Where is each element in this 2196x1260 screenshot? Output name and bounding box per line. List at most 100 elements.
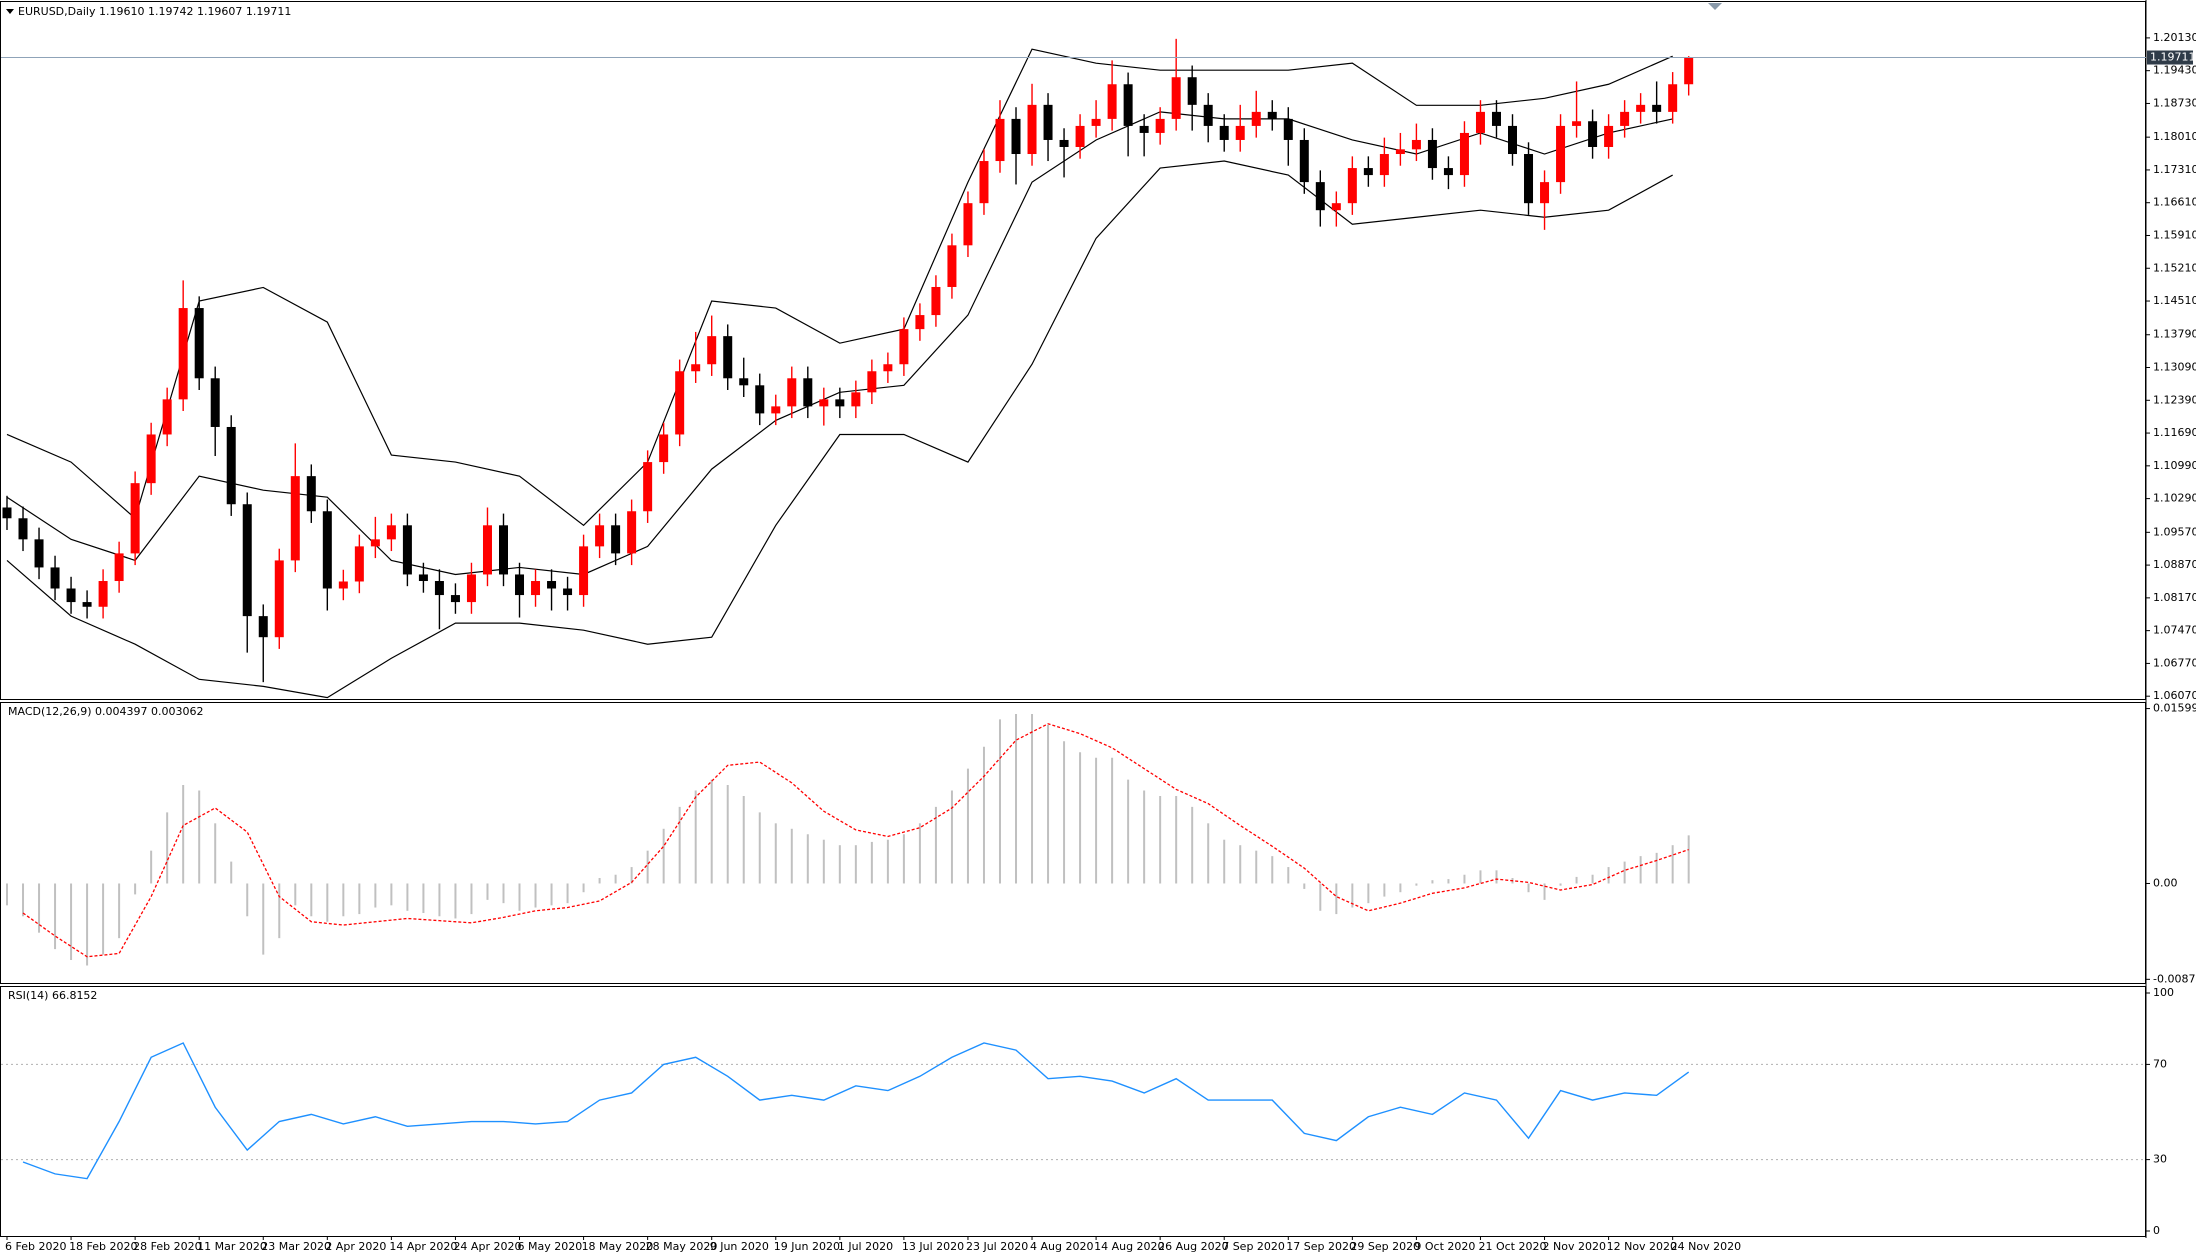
y-tick-label: 1.20130 <box>2153 31 2196 44</box>
x-tick-label: 24 Apr 2020 <box>453 1240 521 1253</box>
candle-body <box>1235 125 1245 140</box>
x-tick-label: 23 Mar 2020 <box>261 1240 331 1253</box>
candle-body <box>1123 84 1133 126</box>
candle-body <box>947 245 957 287</box>
x-tick-label: 2 Apr 2020 <box>325 1240 386 1253</box>
candle-body <box>1524 154 1534 204</box>
rsi-line <box>22 1042 1690 1180</box>
candle-body <box>579 546 589 596</box>
candle-body <box>1027 104 1037 155</box>
candle-body <box>915 315 925 330</box>
x-tick-label: 29 Sep 2020 <box>1350 1240 1420 1253</box>
chart-title: EURUSD,Daily 1.19610 1.19742 1.19607 1.1… <box>18 5 291 18</box>
candle-body <box>1331 203 1341 211</box>
rsi-title: RSI(14) 66.8152 <box>8 989 97 1002</box>
candle-body <box>98 581 108 607</box>
y-tick-label: 100 <box>2153 986 2174 999</box>
candle-body <box>755 385 765 414</box>
candle-body <box>1572 121 1582 126</box>
y-tick-label: 1.19430 <box>2153 64 2196 77</box>
y-tick-label: 1.12390 <box>2153 393 2196 406</box>
x-tick-label: 9 Oct 2020 <box>1414 1240 1475 1253</box>
x-tick-label: 4 Aug 2020 <box>1030 1240 1093 1253</box>
candle-body <box>130 483 140 554</box>
candle-body <box>34 539 44 568</box>
candle-body <box>771 406 781 414</box>
y-tick-label: 70 <box>2153 1057 2167 1070</box>
candle-body <box>963 203 973 246</box>
y-tick-label: 0 <box>2153 1224 2160 1237</box>
candle-body <box>1508 125 1518 155</box>
candle-body <box>146 434 156 484</box>
candle-body <box>434 581 444 596</box>
candle-body <box>1347 168 1357 204</box>
candle-body <box>258 616 268 638</box>
last-price-label: 1.19711 <box>2150 51 2196 64</box>
x-tick-label: 12 Nov 2020 <box>1607 1240 1677 1253</box>
candle-body <box>210 378 220 427</box>
candle-body <box>1588 121 1598 147</box>
y-tick-label: 1.10290 <box>2153 492 2196 505</box>
candle-body <box>1299 139 1309 183</box>
candle-body <box>306 476 316 512</box>
y-tick-label: 1.18010 <box>2153 130 2196 143</box>
candle-body <box>18 518 28 540</box>
candle-body <box>1171 77 1181 119</box>
candle-body <box>675 371 685 435</box>
candle-body <box>1668 84 1678 112</box>
candle-body <box>515 574 525 596</box>
candle-body <box>50 567 60 589</box>
candle-body <box>1059 139 1069 147</box>
candle-body <box>739 378 749 386</box>
candle-body <box>290 476 300 561</box>
candle-body <box>1315 182 1325 211</box>
candle-body <box>1155 118 1165 133</box>
candle-body <box>1395 149 1405 155</box>
candle-body <box>1107 84 1117 119</box>
y-tick-label: 1.18730 <box>2153 96 2196 109</box>
x-tick-label: 1 Jul 2020 <box>838 1240 893 1253</box>
x-tick-label: 28 Feb 2020 <box>133 1240 201 1253</box>
candle-body <box>1491 111 1501 126</box>
candle-body <box>1411 139 1421 150</box>
candle-body <box>1379 154 1389 176</box>
candle-body <box>162 399 172 435</box>
candle-body <box>1203 104 1213 126</box>
candle-body <box>2 507 12 519</box>
candle-body <box>354 546 364 582</box>
candle-body <box>402 525 412 575</box>
candle-body <box>1267 111 1277 119</box>
menu-arrow <box>6 9 14 14</box>
y-tick-label: 1.07470 <box>2153 624 2196 637</box>
x-tick-label: 6 May 2020 <box>518 1240 583 1253</box>
y-tick-label: 0.01599 <box>2153 702 2196 715</box>
x-tick-label: 2 Nov 2020 <box>1543 1240 1606 1253</box>
candle-body <box>194 308 204 379</box>
x-tick-label: 11 Mar 2020 <box>197 1240 267 1253</box>
candle-body <box>1187 77 1197 105</box>
x-tick-label: 17 Sep 2020 <box>1286 1240 1356 1253</box>
candle-body <box>1427 139 1437 169</box>
candle-body <box>1075 125 1085 147</box>
candle-body <box>1620 111 1630 126</box>
candle-body <box>835 399 845 407</box>
candle-body <box>979 161 989 204</box>
y-tick-label: 1.08870 <box>2153 558 2196 571</box>
x-tick-label: 26 Aug 2020 <box>1158 1240 1228 1253</box>
y-tick-label: 1.06070 <box>2153 689 2196 702</box>
candle-body <box>851 392 861 407</box>
macd-title: MACD(12,26,9) 0.004397 0.003062 <box>8 705 204 718</box>
candle-body <box>1251 111 1261 126</box>
candle-body <box>1443 168 1453 176</box>
x-tick-label: 21 Oct 2020 <box>1478 1240 1546 1253</box>
y-tick-label: 0.00 <box>2153 876 2178 889</box>
candle-body <box>66 588 76 603</box>
x-tick-label: 6 Feb 2020 <box>5 1240 66 1253</box>
candle-body <box>370 539 380 547</box>
candle-body <box>867 371 877 393</box>
y-tick-label: 1.10990 <box>2153 459 2196 472</box>
candle-body <box>1091 118 1101 126</box>
candle-body <box>1652 104 1662 112</box>
